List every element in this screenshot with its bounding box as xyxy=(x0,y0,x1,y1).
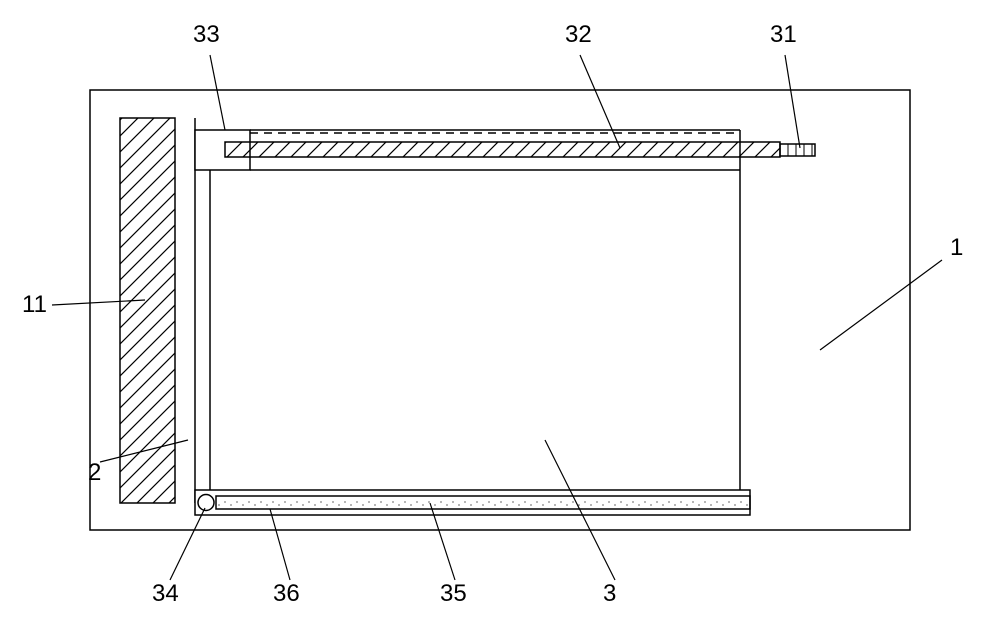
label-2: 2 xyxy=(88,459,101,486)
label-1: 1 xyxy=(950,234,963,261)
leader-1 xyxy=(820,260,942,350)
label-36: 36 xyxy=(273,580,300,607)
leader-31 xyxy=(785,55,800,148)
shaft-32 xyxy=(225,142,780,157)
label-34: 34 xyxy=(152,580,179,607)
label-35: 35 xyxy=(440,580,467,607)
label-31: 31 xyxy=(770,21,797,48)
leader-36 xyxy=(270,509,290,580)
leader-32 xyxy=(580,55,620,148)
label-32: 32 xyxy=(565,21,592,48)
roller-34 xyxy=(198,495,214,511)
knob-31 xyxy=(780,144,815,156)
leader-33 xyxy=(210,55,225,130)
label-11: 11 xyxy=(22,291,47,318)
label-3: 3 xyxy=(603,580,616,607)
label-33: 33 xyxy=(193,21,220,48)
leader-34 xyxy=(170,508,205,580)
band-35 xyxy=(216,496,750,509)
